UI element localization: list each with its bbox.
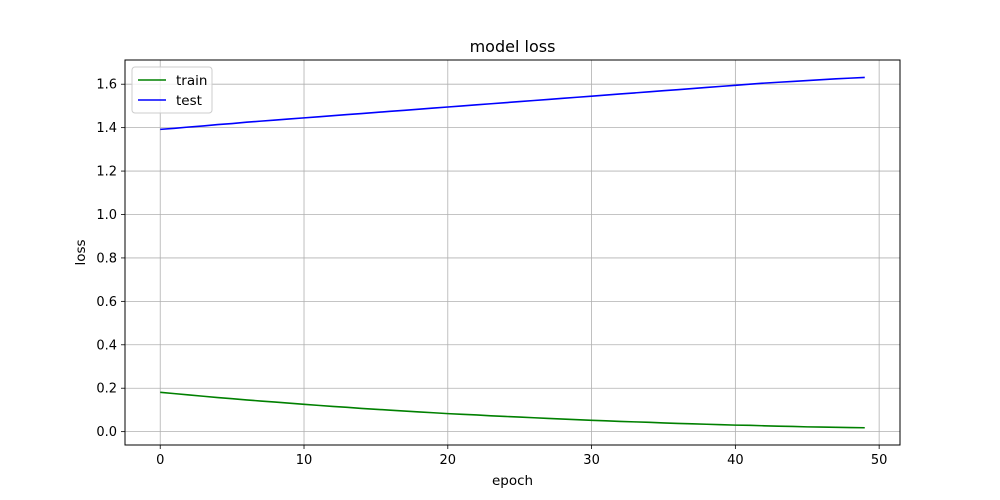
chart-title: model loss xyxy=(470,37,556,56)
legend-label-test: test xyxy=(176,93,202,109)
y-tick-label: 1.6 xyxy=(96,78,117,93)
y-tick-label: 0.6 xyxy=(96,295,117,310)
legend-box xyxy=(131,66,213,114)
series-line-test xyxy=(160,76,865,131)
y-tick-label: 1.0 xyxy=(96,208,117,223)
series-line-train xyxy=(160,391,865,429)
x-tick-label: 40 xyxy=(727,453,744,468)
y-tick-label: 1.2 xyxy=(96,165,117,180)
x-tick-label: 0 xyxy=(156,453,164,468)
y-tick-label: 1.4 xyxy=(96,121,117,136)
x-tick-label: 50 xyxy=(871,453,888,468)
plot-frame xyxy=(124,59,901,446)
y-tick-label: 0.0 xyxy=(96,425,117,440)
y-tick-label: 0.2 xyxy=(96,382,117,397)
ticks: 0 10 20 30 40 50 0.0 0.2 0.4 0.6 0.8 1.0 1.2 1.4 1.6 xyxy=(96,78,887,468)
x-tick-label: 20 xyxy=(440,453,457,468)
x-tick-label: 30 xyxy=(583,453,600,468)
y-axis-label: loss xyxy=(73,239,89,265)
y-tick-label: 0.4 xyxy=(96,338,117,353)
x-tick-label: 10 xyxy=(296,453,313,468)
x-axis-label: epoch xyxy=(492,473,533,489)
grid xyxy=(125,60,900,445)
legend-label-train: train xyxy=(176,73,207,89)
y-tick-label: 0.8 xyxy=(96,251,117,266)
legend: train test xyxy=(131,66,213,114)
plot-lines xyxy=(160,76,865,429)
